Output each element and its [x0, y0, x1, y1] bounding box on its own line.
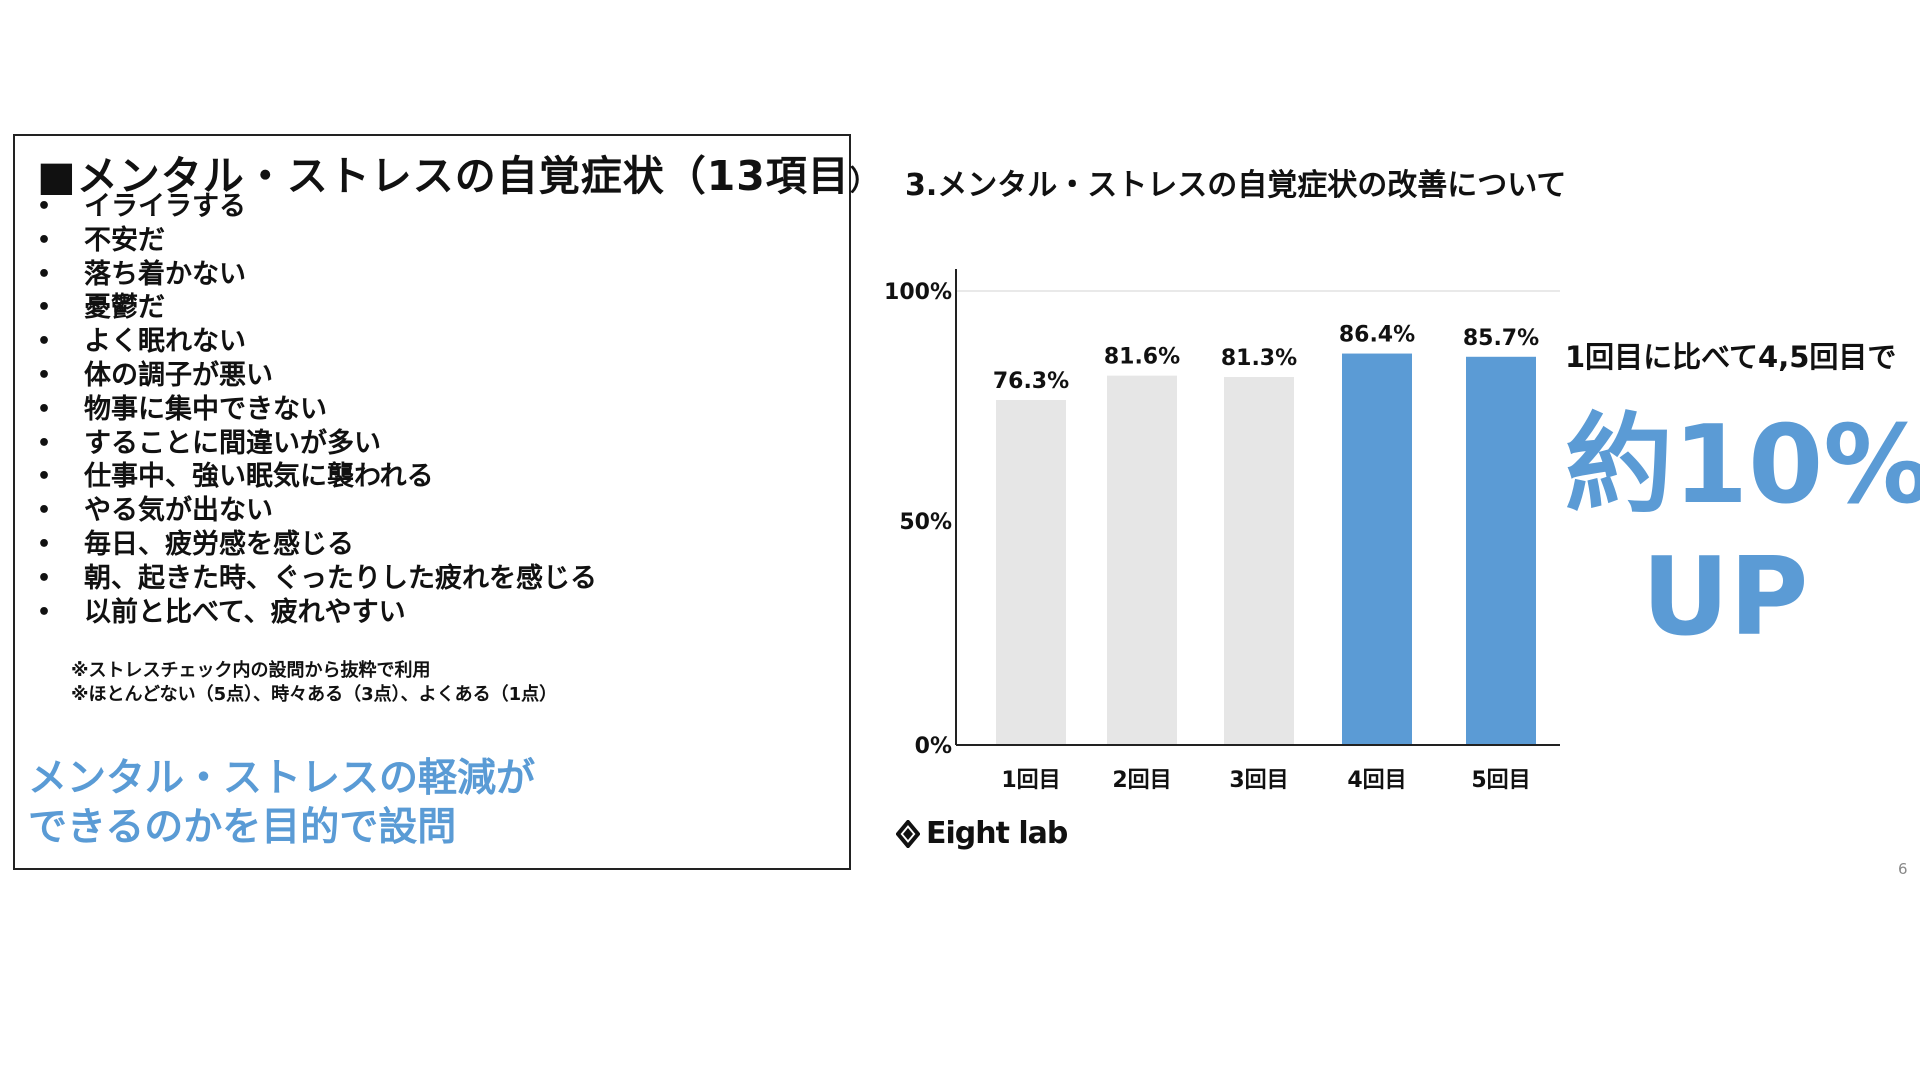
title-paren: ）: [849, 164, 879, 197]
list-item: 毎日、疲労感を感じる: [37, 528, 597, 562]
callout-highlight-line-1: 約10%: [1565, 403, 1920, 528]
purpose-line-1: メンタル・ストレスの軽減が: [28, 756, 536, 801]
list-item: 朝、起きた時、ぐったりした疲れを感じる: [37, 562, 597, 596]
x-tick-label: 3回目: [1229, 768, 1288, 793]
symptom-panel: ■メンタル・ストレスの自覚症状（13項目） イライラする 不安だ 落ち着かない …: [13, 134, 878, 870]
callout-highlight: 約10% UP: [1565, 400, 1920, 664]
list-item: やる気が出ない: [37, 494, 597, 528]
list-item: よく眠れない: [37, 325, 597, 359]
x-tick-label: 2回目: [1112, 768, 1171, 793]
x-tick-label: 1回目: [1001, 768, 1060, 793]
bar-value-label: 76.3%: [993, 369, 1069, 394]
list-item: 落ち着かない: [37, 258, 597, 292]
diamond-logo-icon: [896, 819, 920, 848]
list-item: 仕事中、強い眠気に襲われる: [37, 460, 597, 494]
list-item: することに間違いが多い: [37, 427, 597, 461]
bar-chart: 100% 50% 0% 76.3% 1回目 81.6% 2回目 81.3% 3回目 86.4% 4回…: [884, 269, 1560, 793]
eight-lab-logo: Eight lab: [896, 816, 1068, 851]
bar-value-label: 86.4%: [1339, 323, 1415, 348]
callout-highlight-line-2: UP: [1641, 535, 1809, 660]
logo-text: Eight lab: [926, 816, 1068, 851]
y-tick-label: 0%: [915, 734, 952, 759]
bar: [1107, 375, 1177, 745]
x-tick-label: 5回目: [1471, 768, 1530, 793]
bar-value-label: 81.3%: [1221, 346, 1297, 371]
bar: [996, 400, 1066, 745]
bar-value-label: 81.6%: [1104, 345, 1180, 370]
callout-lead: 1回目に比べて4,5回目で: [1565, 340, 1897, 374]
list-item: 不安だ: [37, 224, 597, 258]
y-tick-label: 100%: [884, 280, 952, 305]
list-item: 憂鬱だ: [37, 291, 597, 325]
page-number: 6: [1898, 860, 1908, 878]
note-scoring: ※ほとんどない（5点）、時々ある（3点）、よくある（1点）: [71, 684, 558, 705]
list-item: イライラする: [37, 190, 597, 224]
bar: [1466, 356, 1536, 745]
x-tick-label: 4回目: [1347, 768, 1406, 793]
bar: [1342, 353, 1412, 745]
note-source: ※ストレスチェック内の設問から抜粋で利用: [71, 660, 431, 681]
list-item: 以前と比べて、疲れやすい: [37, 596, 597, 630]
purpose-line-2: できるのかを目的で設問: [28, 805, 457, 850]
list-item: 物事に集中できない: [37, 393, 597, 427]
list-item: 体の調子が悪い: [37, 359, 597, 393]
bar-value-label: 85.7%: [1463, 326, 1539, 351]
purpose-text: メンタル・ストレスの軽減が できるのかを目的で設問: [28, 754, 535, 852]
y-tick-label: 50%: [899, 510, 952, 535]
symptom-list: イライラする 不安だ 落ち着かない 憂鬱だ よく眠れない 体の調子が悪い 物事に…: [37, 190, 597, 629]
notes: ※ストレスチェック内の設問から抜粋で利用 ※ほとんどない（5点）、時々ある（3点…: [71, 659, 557, 707]
chart-title: 3.メンタル・ストレスの自覚症状の改善について: [905, 168, 1567, 203]
bar: [1224, 377, 1294, 745]
